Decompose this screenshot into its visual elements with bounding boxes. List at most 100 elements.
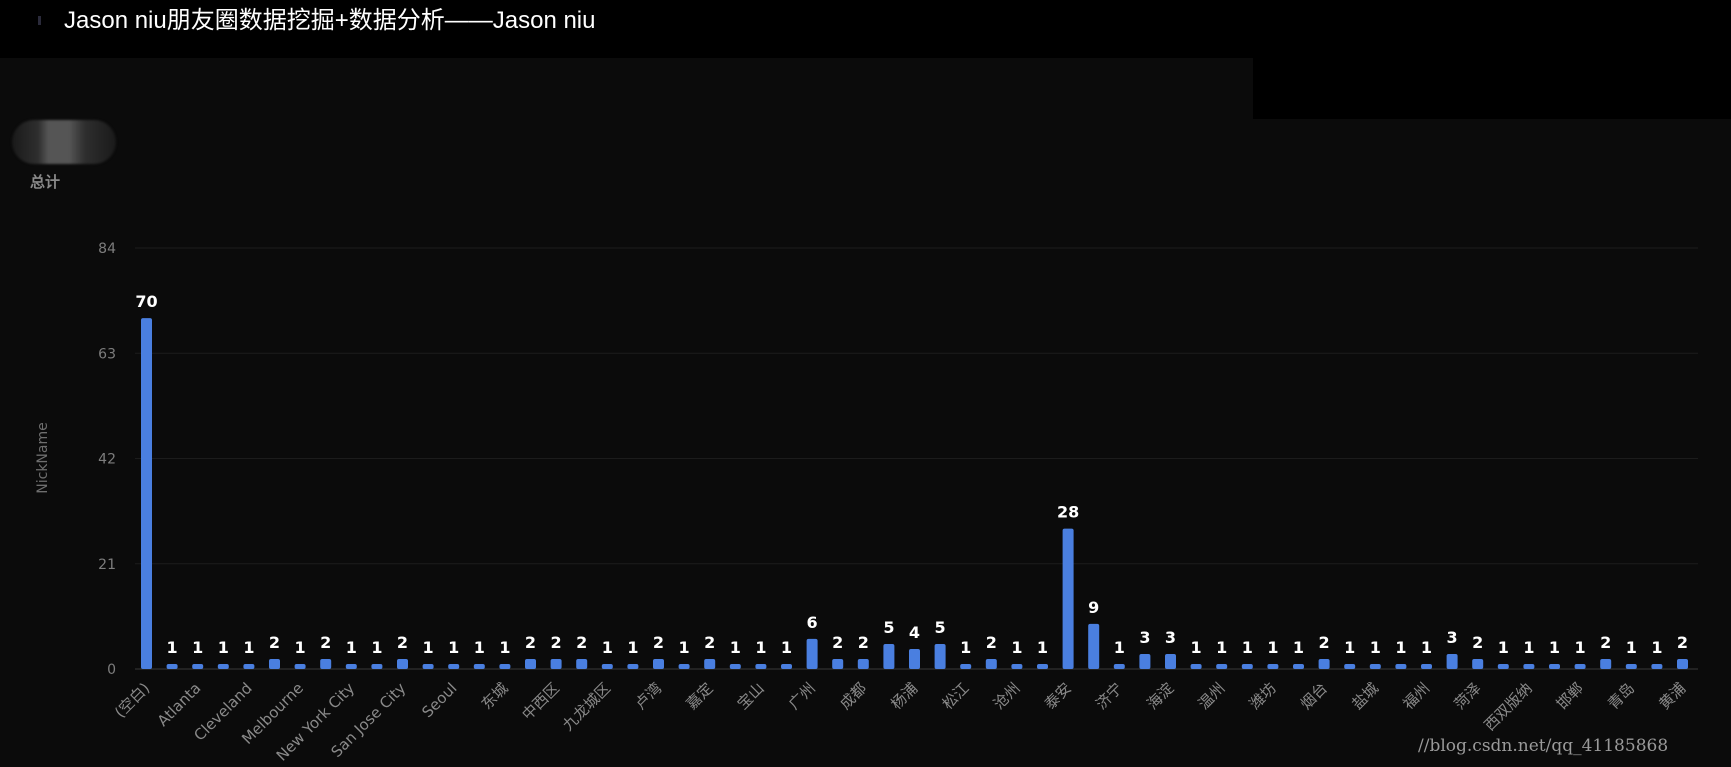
bar[interactable] xyxy=(1088,623,1100,669)
bar[interactable] xyxy=(1497,663,1509,669)
data-label: 9 xyxy=(1088,598,1099,617)
bar[interactable] xyxy=(1037,663,1048,669)
bar[interactable] xyxy=(806,638,818,669)
bar[interactable] xyxy=(141,318,152,669)
x-tick-label: 卢湾 xyxy=(631,679,665,713)
y-tick-label: 84 xyxy=(98,241,116,257)
bar[interactable] xyxy=(1677,658,1688,669)
bar[interactable] xyxy=(729,663,741,669)
bar[interactable] xyxy=(1113,663,1125,669)
bar[interactable] xyxy=(601,663,613,669)
bar[interactable] xyxy=(934,643,946,669)
y-axis-label: NickName xyxy=(35,422,51,493)
bar[interactable] xyxy=(909,648,920,669)
title-marker xyxy=(38,16,41,25)
x-tick-label: Seoul xyxy=(418,679,460,721)
x-tick-label: 中西区 xyxy=(518,679,563,724)
data-label: 1 xyxy=(423,638,434,657)
data-label: 2 xyxy=(551,633,562,652)
bar[interactable] xyxy=(1011,663,1023,669)
bar[interactable] xyxy=(883,643,895,669)
data-label: 2 xyxy=(1600,633,1611,652)
bar[interactable] xyxy=(397,658,408,669)
bar[interactable] xyxy=(217,663,229,669)
bar[interactable] xyxy=(781,663,792,669)
bar[interactable] xyxy=(985,658,997,669)
bar[interactable] xyxy=(960,663,972,669)
bar[interactable] xyxy=(269,658,280,669)
bar[interactable] xyxy=(1344,663,1356,669)
bar[interactable] xyxy=(755,663,767,669)
page-title: Jason niu朋友圈数据挖掘+数据分析——Jason niu xyxy=(64,7,596,34)
bar[interactable] xyxy=(1318,658,1330,669)
data-label: 1 xyxy=(1037,638,1048,657)
bar[interactable] xyxy=(1651,663,1663,669)
data-label: 1 xyxy=(295,638,306,657)
bar[interactable] xyxy=(1369,663,1381,669)
x-tick-label: 松江 xyxy=(939,679,973,713)
x-tick-label: (空白) xyxy=(111,679,153,721)
bar[interactable] xyxy=(576,658,588,669)
bar[interactable] xyxy=(243,663,255,669)
bar[interactable] xyxy=(1446,653,1458,669)
bar[interactable] xyxy=(1139,653,1151,669)
bar[interactable] xyxy=(1625,663,1637,669)
bar[interactable] xyxy=(371,663,383,669)
bar[interactable] xyxy=(422,663,434,669)
bar[interactable] xyxy=(832,658,844,669)
bar[interactable] xyxy=(192,663,204,669)
bar[interactable] xyxy=(166,663,178,669)
bar[interactable] xyxy=(653,658,664,669)
data-label: 2 xyxy=(320,633,331,652)
bar[interactable] xyxy=(1216,663,1228,669)
bar[interactable] xyxy=(1472,658,1484,669)
data-label: 1 xyxy=(1216,638,1227,657)
data-label: 2 xyxy=(525,633,536,652)
data-label: 2 xyxy=(576,633,587,652)
avatar[interactable] xyxy=(12,120,116,164)
bar[interactable] xyxy=(1165,653,1176,669)
data-label: 1 xyxy=(1267,638,1278,657)
y-tick-label: 42 xyxy=(98,452,116,468)
data-label: 2 xyxy=(1677,633,1688,652)
data-label: 28 xyxy=(1057,503,1079,522)
data-label: 1 xyxy=(167,638,178,657)
bar[interactable] xyxy=(678,663,690,669)
bar[interactable] xyxy=(1523,663,1535,669)
bar[interactable] xyxy=(1241,663,1253,669)
data-label: 5 xyxy=(935,618,946,637)
bar[interactable] xyxy=(1600,658,1612,669)
bar[interactable] xyxy=(550,658,562,669)
bar[interactable] xyxy=(1549,663,1560,669)
bar[interactable] xyxy=(320,658,332,669)
bar[interactable] xyxy=(704,658,716,669)
bar[interactable] xyxy=(857,658,869,669)
data-label: 1 xyxy=(1498,638,1509,657)
x-tick-label: 广州 xyxy=(785,679,819,713)
bar[interactable] xyxy=(448,663,460,669)
bar[interactable] xyxy=(1062,528,1074,669)
x-tick-label: 西双版纳 xyxy=(1481,679,1536,734)
bar[interactable] xyxy=(525,658,536,669)
data-label: 1 xyxy=(474,638,485,657)
data-label: 1 xyxy=(1344,638,1355,657)
bar[interactable] xyxy=(1190,663,1202,669)
x-tick-label: 烟台 xyxy=(1297,679,1331,713)
x-tick-label: 济宁 xyxy=(1092,679,1126,713)
data-label: 2 xyxy=(653,633,664,652)
bar[interactable] xyxy=(345,663,357,669)
bar[interactable] xyxy=(627,663,639,669)
bar[interactable] xyxy=(1574,663,1586,669)
data-label: 2 xyxy=(1472,633,1483,652)
data-label: 1 xyxy=(960,638,971,657)
bar[interactable] xyxy=(1293,663,1304,669)
bar[interactable] xyxy=(294,663,306,669)
bar[interactable] xyxy=(473,663,485,669)
bar[interactable] xyxy=(1421,663,1432,669)
bar[interactable] xyxy=(499,663,511,669)
x-tick-label: 海淀 xyxy=(1143,679,1177,713)
data-label: 1 xyxy=(730,638,741,657)
data-label: 2 xyxy=(269,633,280,652)
bar[interactable] xyxy=(1395,663,1407,669)
bar[interactable] xyxy=(1267,663,1279,669)
